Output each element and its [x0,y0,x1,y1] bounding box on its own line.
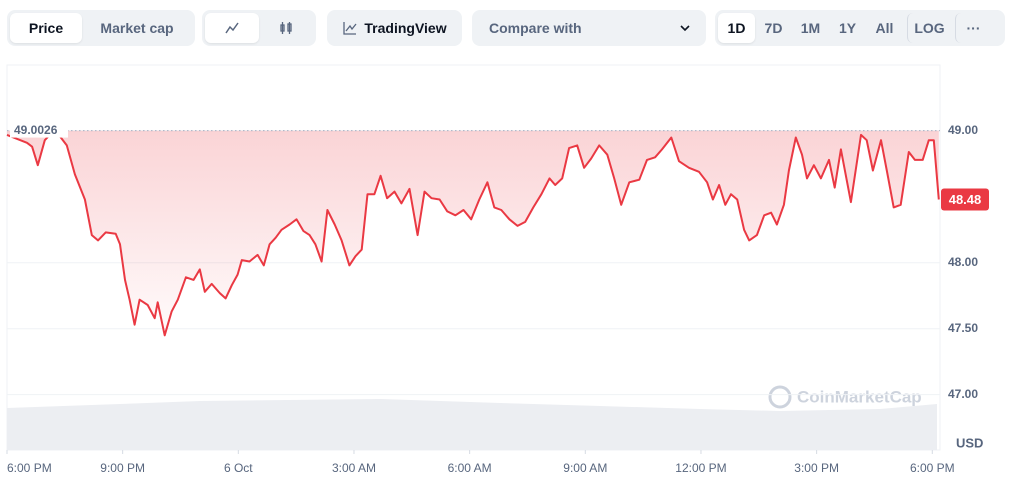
candle-chart-button[interactable] [259,13,313,43]
tradingview-icon [343,22,357,35]
x-tick-label: 9:00 AM [563,461,607,475]
y-tick-label: 49.00 [948,123,978,137]
x-tick-label: 6:00 AM [448,461,492,475]
reference-label: 49.0026 [14,123,58,137]
x-tick-label: 6 Oct [224,461,253,475]
x-tick-label: 9:00 PM [100,461,145,475]
compare-dropdown[interactable]: Compare with [475,13,703,43]
range-button[interactable]: All [875,20,894,36]
tradingview-group: TradingView [327,10,462,46]
area-fill [7,130,939,336]
tab-market-cap[interactable]: Market cap [100,20,174,36]
compare-label: Compare with [489,20,582,36]
tradingview-button[interactable]: TradingView [330,13,459,43]
range-button[interactable]: LOG [907,13,951,43]
volume-area [7,399,937,450]
x-tick-label: 3:00 AM [332,461,376,475]
chevron-icon [680,25,690,32]
chart-type-group [202,10,316,46]
more-button[interactable]: ··· [955,13,991,43]
candle-icon [280,22,292,34]
tab-group: Price Market cap [7,10,195,46]
currency-label: USD [956,435,983,450]
watermark-text: CoinMarketCap [797,387,922,406]
x-tick-label: 12:00 PM [675,461,726,475]
x-tick-label: 6:00 PM [7,461,52,475]
price-line [6,128,940,337]
current-price-badge [941,188,989,211]
y-tick-label: 47.50 [948,321,978,335]
range-button[interactable]: 1Y [838,20,857,36]
compare-group: Compare with [472,10,706,46]
y-tick-label: 47.00 [948,387,978,401]
x-tick-label: 6:00 PM [910,461,955,475]
line-icon [225,22,239,34]
tab-price[interactable]: Price [10,13,82,43]
line-chart-button[interactable] [205,13,259,43]
current-price-label: 48.48 [949,192,982,207]
range-button[interactable]: 1M [800,20,821,36]
x-tick-label: 3:00 PM [794,461,839,475]
range-group: 1D 7D 1M 1Y All LOG ··· [715,10,1005,46]
range-button[interactable]: 7D [764,20,783,36]
tradingview-label: TradingView [364,20,447,36]
reference-label-bg [10,121,68,138]
y-tick-label: 48.00 [948,255,978,269]
range-button[interactable]: 1D [718,13,755,43]
watermark: CoinMarketCap [768,385,922,409]
